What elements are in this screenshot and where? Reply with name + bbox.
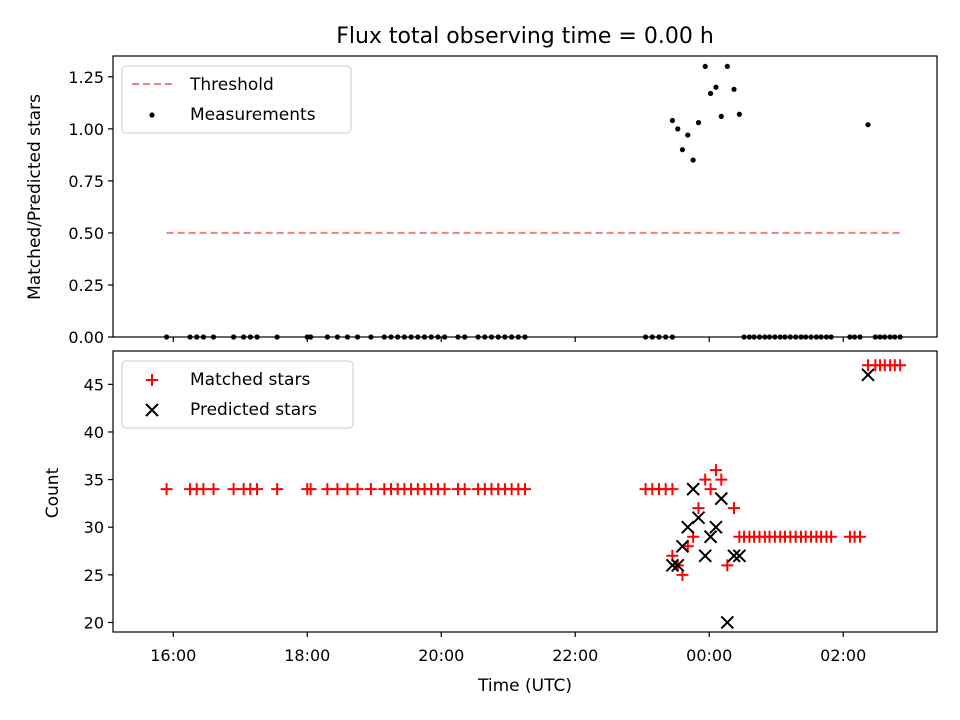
measurements-point: [731, 86, 737, 92]
matched-stars-point: [853, 530, 866, 543]
predicted-stars-point: [681, 520, 695, 534]
predicted-stars-point: [720, 615, 735, 630]
matched-stars-point: [251, 483, 264, 496]
predicted-stars-point: [698, 549, 712, 563]
matched-stars-legend-swatch: [146, 374, 158, 386]
predicted-stars-point: [709, 520, 723, 534]
measurements-point: [690, 157, 696, 163]
star-count-panel: 20 25 30 35 40 45 16:00 18:00 20:00 22:00 00:00 02…: [43, 350, 938, 696]
matched-stars-point: [197, 483, 210, 496]
matched-stars-point: [364, 483, 377, 496]
y-tick-label: 45: [84, 375, 104, 394]
measurements-point: [718, 113, 724, 119]
star-count-y-axis-label: Count: [43, 467, 63, 518]
threshold-legend-label: Threshold: [189, 75, 274, 95]
matched-stars-point: [825, 530, 838, 543]
measurements-point: [679, 147, 686, 153]
star-count-marks: [160, 359, 907, 630]
measurements-point: [675, 126, 681, 132]
measurements-legend-swatch: [149, 112, 155, 118]
predicted-stars-point: [703, 530, 718, 544]
matched-stars-legend-label: Matched stars: [190, 370, 310, 390]
matched-stars-point: [458, 483, 471, 496]
matched-stars-point: [160, 483, 173, 496]
matched-stars-point: [704, 483, 717, 496]
matched-stars-point: [692, 502, 705, 515]
y-tick-label: 0.25: [68, 276, 104, 295]
matched-stars-point: [728, 502, 741, 515]
flux-ratio-legend: Threshold Measurements: [121, 65, 352, 134]
matched-stars-point: [666, 483, 679, 496]
predicted-stars-point: [727, 549, 741, 563]
y-tick-label: 40: [84, 423, 104, 442]
x-tick-label: 22:00: [552, 646, 598, 665]
matched-stars-point: [438, 483, 451, 496]
x-tick-label: 02:00: [820, 646, 866, 665]
x-tick-label: 00:00: [686, 646, 732, 665]
measurements-point: [713, 84, 719, 90]
star-count-x-ticks: 16:00 18:00 20:00 22:00 00:00 02:00: [150, 632, 866, 665]
matched-stars-point: [271, 483, 284, 496]
x-tick-label: 18:00: [284, 646, 330, 665]
y-tick-label: 1.00: [68, 120, 104, 139]
measurements-point: [685, 132, 691, 138]
predicted-stars-point: [691, 510, 706, 525]
flux-ratio-x-ticks: [172, 337, 844, 342]
measurements-point: [724, 63, 730, 70]
matched-stars-point: [721, 559, 734, 572]
measurements-point: [669, 117, 675, 124]
x-tick-label: 20:00: [418, 646, 464, 665]
star-count-axes-frame: [112, 350, 938, 633]
x-tick-label: 16:00: [150, 646, 196, 665]
predicted-stars-legend-label: Predicted stars: [190, 400, 317, 420]
matched-stars-point: [304, 483, 317, 496]
matched-stars-point: [715, 473, 728, 486]
measurements-point: [707, 90, 714, 97]
matched-stars-point: [321, 483, 334, 496]
flux-ratio-panel: 0.00 0.25 0.50 0.75 1.00 1.25 Matched/Predict…: [25, 55, 938, 347]
predicted-stars-point: [732, 549, 747, 563]
y-tick-label: 25: [84, 566, 104, 585]
flux-ratio-legend-box: [121, 65, 352, 134]
measurements-point: [702, 63, 708, 70]
matched-stars-point: [331, 483, 344, 496]
measurements-point: [695, 120, 702, 126]
predicted-stars-legend-swatch: [145, 403, 159, 417]
flux-ratio-y-ticks: 0.00 0.25 0.50 0.75 1.00 1.25: [68, 68, 113, 347]
predicted-stars-point: [665, 558, 680, 573]
matched-stars-point: [709, 464, 722, 477]
predicted-stars-point: [675, 539, 690, 553]
predicted-stars-point: [714, 491, 728, 506]
star-count-legend-box: [121, 360, 354, 429]
matched-stars-point: [519, 483, 531, 496]
x-axis-label: Time (UTC): [477, 676, 572, 696]
y-tick-label: 30: [84, 518, 104, 537]
predicted-stars-point: [671, 558, 685, 573]
matched-stars-point: [894, 359, 907, 372]
y-tick-label: 0.00: [68, 328, 104, 347]
y-tick-label: 0.50: [68, 224, 104, 243]
measurements-legend-label: Measurements: [190, 105, 316, 125]
star-count-y-ticks: 20 25 30 35 40 45: [84, 375, 113, 632]
predicted-stars-point: [861, 368, 875, 382]
y-tick-label: 20: [84, 613, 104, 632]
star-count-legend: Matched stars Predicted stars: [121, 360, 354, 429]
y-tick-label: 35: [84, 471, 104, 490]
measurements-point: [736, 111, 742, 117]
matched-stars-point: [227, 483, 240, 496]
predicted-stars-point: [686, 482, 700, 496]
flux-ratio-axes-frame: [112, 55, 938, 338]
y-tick-label: 0.75: [68, 172, 104, 191]
matched-stars-point: [207, 483, 220, 496]
measurements-point: [865, 122, 871, 128]
matched-stars-point: [351, 483, 364, 496]
matched-stars-point: [699, 473, 712, 486]
y-tick-label: 1.25: [68, 68, 104, 87]
flux-ratio-y-axis-label: Matched/Predicted stars: [25, 94, 45, 300]
matched-stars-point: [341, 483, 354, 496]
chart-title: Flux total observing time = 0.00 h: [336, 24, 714, 49]
